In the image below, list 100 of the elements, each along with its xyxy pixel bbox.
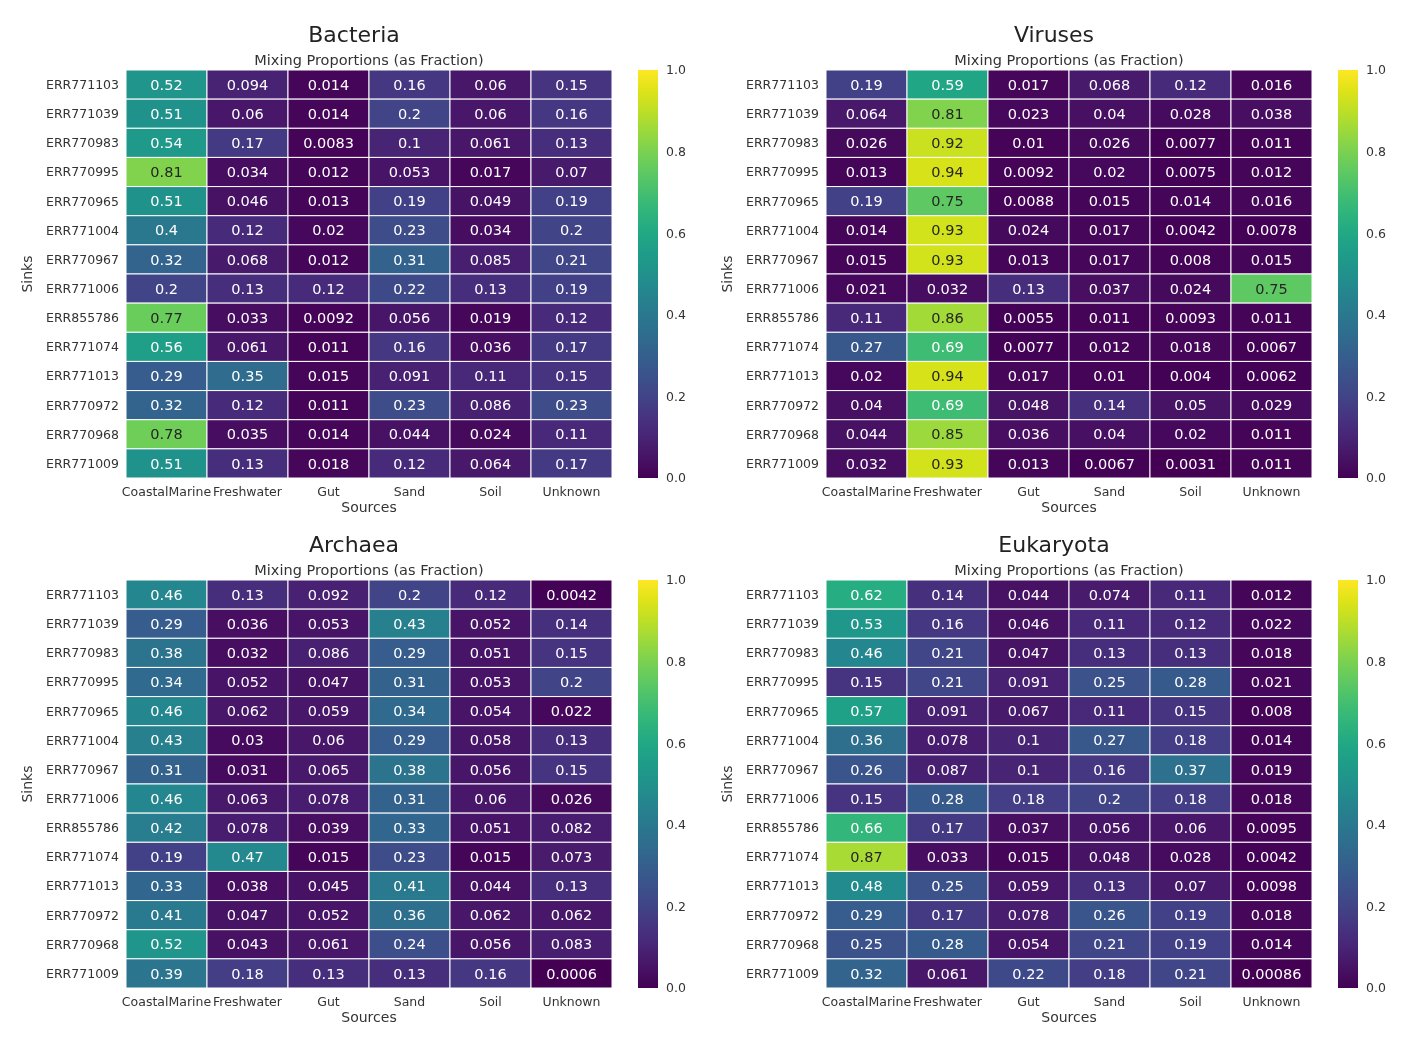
y-tick-label: ERR770983 (46, 135, 119, 151)
y-tick-label: ERR770967 (46, 761, 119, 777)
data-label: 0.059 (1007, 878, 1050, 895)
x-tick-label: Soil (479, 994, 502, 1009)
data-label: 0.078 (926, 732, 969, 749)
data-label: 0.23 (555, 397, 588, 414)
data-label: 0.004 (1169, 368, 1212, 385)
data-label: 0.018 (307, 455, 350, 472)
data-label: 0.41 (150, 907, 183, 924)
data-label: 0.07 (555, 164, 588, 181)
data-label: 0.38 (393, 761, 426, 778)
y-tick-label: ERR770972 (746, 907, 819, 923)
y-tick-label: ERR771103 (746, 586, 819, 602)
y-tick-label: ERR771103 (746, 76, 819, 92)
data-label: 0.81 (931, 105, 964, 122)
y-tick-label: ERR771013 (46, 368, 119, 384)
data-label: 0.022 (1250, 615, 1293, 632)
data-label: 0.15 (555, 76, 588, 93)
data-label: 0.056 (469, 936, 512, 953)
x-tick-label: CoastalMarine (821, 994, 912, 1009)
data-label: 0.31 (393, 790, 426, 807)
data-label: 0.11 (1093, 703, 1126, 720)
data-label: 0.24 (393, 936, 426, 953)
data-label: 0.0031 (1165, 455, 1216, 472)
x-axis-title: Sources (1041, 1009, 1097, 1025)
data-label: 0.18 (1012, 790, 1045, 807)
data-label: 0.04 (850, 397, 883, 414)
data-label: 0.078 (1007, 907, 1050, 924)
data-label: 0.15 (555, 644, 588, 661)
data-label: 0.028 (1169, 848, 1212, 865)
data-label: 0.023 (1007, 105, 1050, 122)
data-label: 0.85 (931, 426, 964, 443)
data-label: 0.19 (1174, 907, 1207, 924)
data-label: 0.036 (226, 615, 269, 632)
data-label: 0.04 (1093, 105, 1126, 122)
data-label: 0.061 (307, 936, 350, 953)
data-label: 0.16 (393, 338, 426, 355)
data-label: 0.59 (931, 76, 964, 93)
data-label: 0.13 (231, 280, 264, 297)
data-label: 0.014 (307, 76, 350, 93)
color-bar-label: 0.2 (1366, 388, 1386, 404)
data-label: 0.53 (850, 615, 883, 632)
data-label: 0.33 (150, 878, 183, 895)
data-label: 0.012 (1088, 338, 1131, 355)
data-label: 0.23 (393, 222, 426, 239)
data-label: 0.056 (469, 761, 512, 778)
data-label: 0.13 (231, 586, 264, 603)
data-label: 0.12 (1174, 615, 1207, 632)
chart-subtitle: Mixing Proportions (as Fraction) (954, 562, 1184, 578)
data-label: 0.2 (397, 105, 422, 122)
y-axis-title: Sinks (19, 765, 35, 803)
data-label: 0.13 (474, 280, 507, 297)
data-label: 0.021 (845, 280, 888, 297)
data-label: 0.11 (555, 426, 588, 443)
data-label: 0.29 (393, 732, 426, 749)
data-label: 0.56 (150, 338, 183, 355)
data-label: 0.15 (850, 790, 883, 807)
data-label: 0.1 (1016, 761, 1041, 778)
x-tick-label: Gut (1017, 484, 1040, 499)
data-label: 0.045 (307, 878, 350, 895)
data-label: 0.4 (154, 222, 179, 239)
data-label: 0.21 (1174, 965, 1207, 982)
data-label: 0.026 (550, 790, 593, 807)
data-label: 0.033 (226, 309, 269, 326)
data-label: 0.012 (307, 251, 350, 268)
color-bar-label: 0.4 (666, 307, 686, 323)
data-label: 0.06 (231, 105, 264, 122)
color-bar-label: 0.6 (1366, 735, 1386, 751)
data-label: 0.012 (307, 164, 350, 181)
data-label: 0.014 (1250, 936, 1293, 953)
data-label: 0.94 (931, 368, 964, 385)
data-label: 0.061 (926, 965, 969, 982)
data-label: 0.29 (150, 368, 183, 385)
x-tick-label: Freshwater (913, 994, 983, 1009)
data-label: 0.03 (231, 732, 264, 749)
x-tick-label: Gut (317, 484, 340, 499)
data-label: 0.19 (850, 76, 883, 93)
x-tick-label: Soil (479, 484, 502, 499)
data-label: 0.57 (850, 703, 883, 720)
data-label: 0.083 (550, 936, 593, 953)
data-label: 0.028 (1169, 105, 1212, 122)
data-label: 0.12 (231, 397, 264, 414)
color-bar-label: 1.0 (1366, 572, 1386, 588)
y-tick-label: ERR770995 (746, 164, 819, 180)
data-label: 0.032 (845, 455, 888, 472)
data-label: 0.0042 (1165, 222, 1216, 239)
data-label: 0.032 (926, 280, 969, 297)
data-label: 0.078 (307, 790, 350, 807)
x-tick-label: Gut (317, 994, 340, 1009)
data-label: 0.091 (388, 368, 431, 385)
y-tick-label: ERR771074 (46, 339, 120, 355)
data-label: 0.21 (555, 251, 588, 268)
data-label: 0.019 (1250, 761, 1293, 778)
data-label: 0.93 (931, 251, 964, 268)
x-tick-label: Freshwater (213, 994, 283, 1009)
data-label: 0.13 (1012, 280, 1045, 297)
data-label: 0.13 (312, 965, 345, 982)
data-label: 0.054 (1007, 936, 1050, 953)
y-tick-label: ERR770972 (46, 907, 119, 923)
data-label: 0.13 (1093, 644, 1126, 661)
